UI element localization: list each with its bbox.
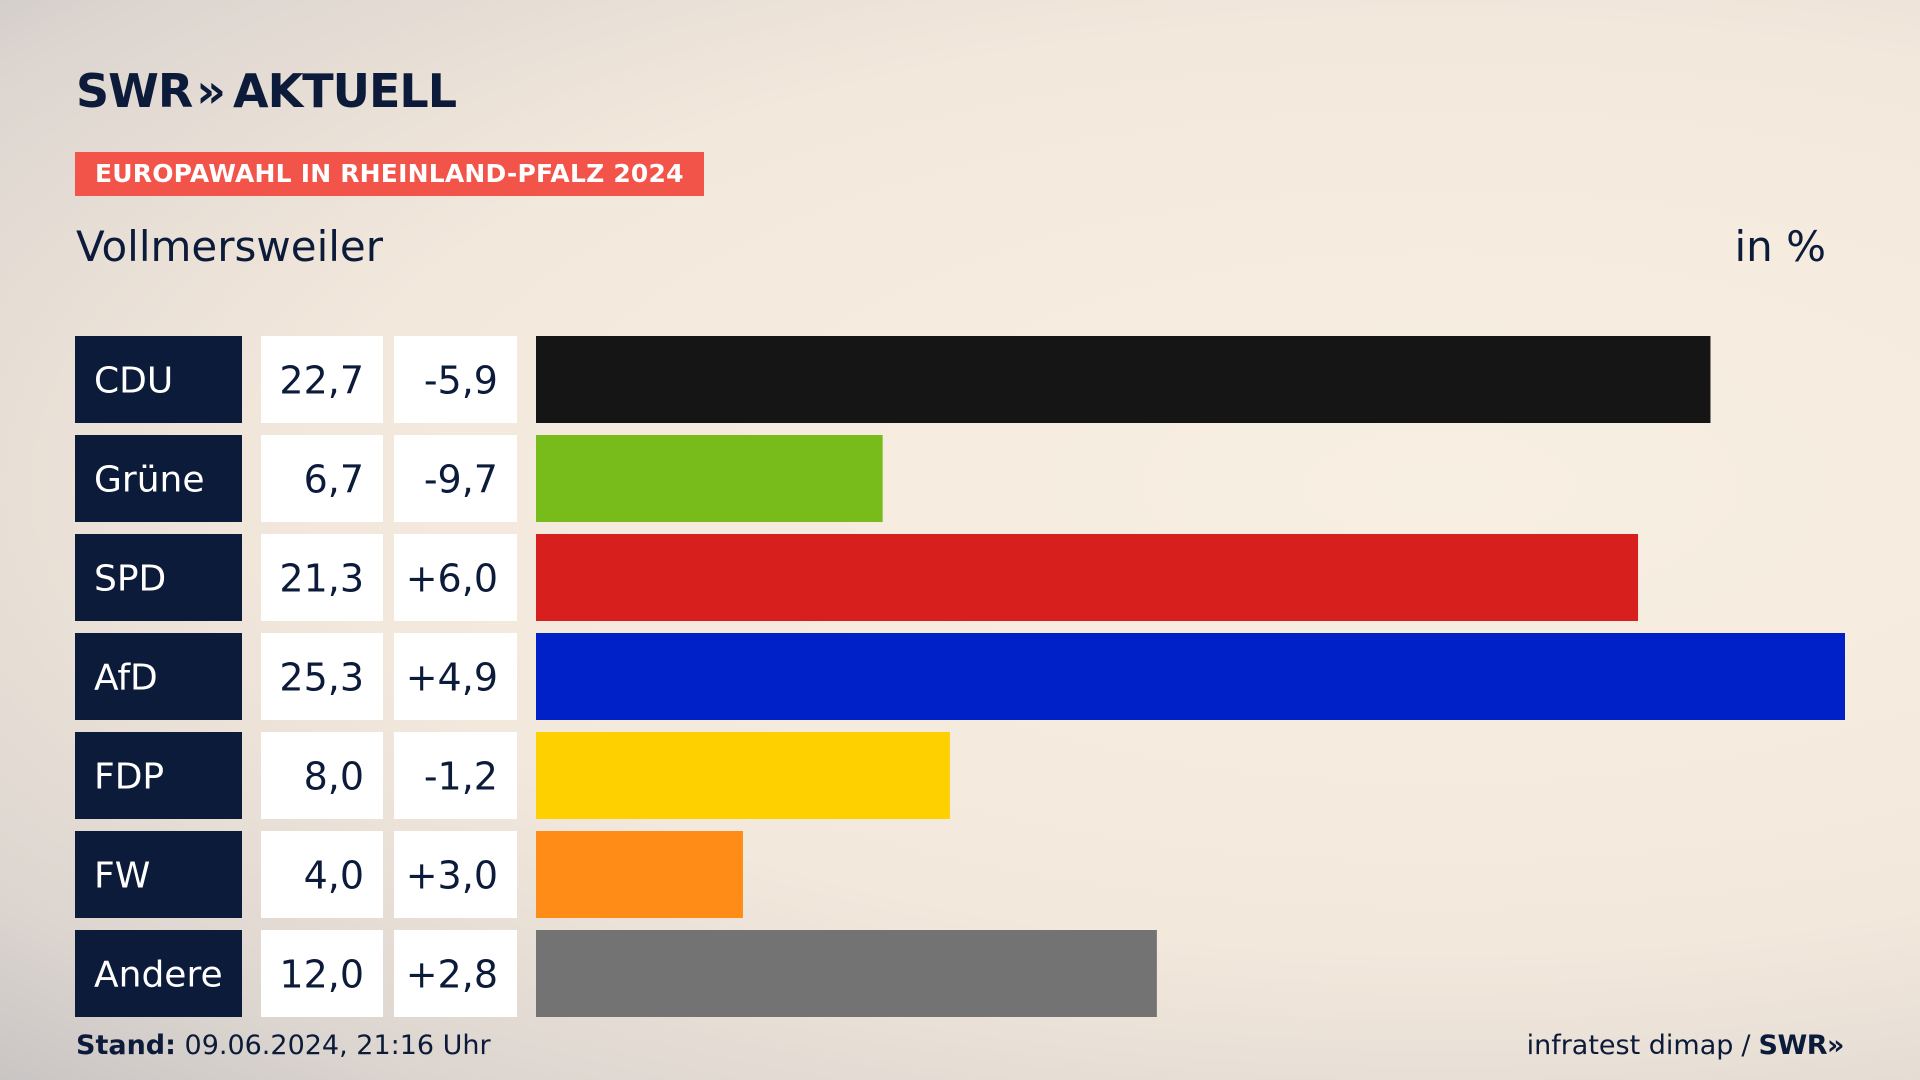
- vote-share-box: [261, 534, 383, 621]
- stand-value: 09.06.2024, 21:16 Uhr: [184, 1030, 491, 1061]
- bar-gruene: [536, 435, 883, 522]
- change-label: -1,2: [424, 755, 498, 799]
- party-row-andere: Andere 12,0 +2,8: [75, 930, 1157, 1017]
- party-row-fdp: FDP 8,0 -1,2: [75, 732, 950, 819]
- change-label: +4,9: [406, 656, 498, 700]
- vote-share-label: 21,3: [279, 557, 364, 601]
- source-label: infratest dimap: [1526, 1030, 1734, 1061]
- bar-afd: [536, 633, 1845, 720]
- change-box: [394, 633, 517, 720]
- source-footer: infratest dimap / SWR»: [1526, 1030, 1845, 1061]
- party-row-cdu: CDU 22,7 -5,9: [75, 336, 1711, 423]
- change-box: [394, 336, 517, 423]
- vote-share-box: [261, 831, 383, 918]
- change-label: +2,8: [406, 953, 498, 997]
- change-box: [394, 930, 517, 1017]
- party-row-gruene: Grüne 6,7 -9,7: [75, 435, 883, 522]
- stand-footer: Stand: 09.06.2024, 21:16 Uhr: [76, 1030, 491, 1061]
- change-box: [394, 435, 517, 522]
- swr-small-text: SWR: [1758, 1030, 1828, 1061]
- bar-fw: [536, 831, 743, 918]
- party-name-label: FW: [94, 856, 150, 897]
- bar-cdu: [536, 336, 1711, 423]
- change-label: +3,0: [406, 854, 498, 898]
- vote-share-box: [261, 732, 383, 819]
- vote-share-box: [261, 930, 383, 1017]
- party-name-box: [75, 831, 242, 918]
- party-name-box: [75, 930, 242, 1017]
- vote-share-label: 4,0: [304, 854, 364, 898]
- change-box: [394, 831, 517, 918]
- swr-small-logo: SWR»: [1758, 1030, 1845, 1061]
- vote-share-box: [261, 435, 383, 522]
- vote-share-label: 12,0: [279, 953, 364, 997]
- source-separator: /: [1741, 1030, 1751, 1061]
- vote-share-label: 6,7: [304, 458, 364, 502]
- party-row-fw: FW 4,0 +3,0: [75, 831, 743, 918]
- stand-label: Stand:: [76, 1030, 176, 1061]
- party-name-box: [75, 336, 242, 423]
- change-label: +6,0: [406, 557, 498, 601]
- change-box: [394, 534, 517, 621]
- party-name-box: [75, 732, 242, 819]
- election-tag: EUROPAWAHL IN RHEINLAND-PFALZ 2024: [75, 152, 704, 196]
- vote-share-box: [261, 336, 383, 423]
- bar-andere: [536, 930, 1157, 1017]
- party-name-label: AfD: [94, 658, 158, 699]
- party-name-box: [75, 534, 242, 621]
- brand-aktuell: AKTUELL: [233, 64, 457, 118]
- change-label: -5,9: [424, 359, 498, 403]
- party-name-label: FDP: [94, 757, 164, 798]
- swr-aktuell-logo: SWR » AKTUELL: [76, 64, 457, 118]
- party-name-label: Andere: [94, 955, 223, 996]
- party-row-spd: SPD 21,3 +6,0: [75, 534, 1639, 621]
- party-name-box: [75, 633, 242, 720]
- party-name-label: CDU: [94, 361, 173, 402]
- party-name-label: SPD: [94, 559, 166, 600]
- brand-swr: SWR: [76, 64, 193, 118]
- brand-chevron-icon: »: [196, 64, 226, 118]
- change-box: [394, 732, 517, 819]
- unit-label: in %: [1734, 222, 1826, 271]
- change-label: -9,7: [424, 458, 498, 502]
- party-name-box: [75, 435, 242, 522]
- vote-share-label: 25,3: [279, 656, 364, 700]
- vote-share-box: [261, 633, 383, 720]
- party-row-afd: AfD 25,3 +4,9: [75, 633, 1845, 720]
- bar-fdp: [536, 732, 950, 819]
- party-name-label: Grüne: [94, 460, 204, 501]
- vote-share-label: 22,7: [279, 359, 364, 403]
- place-title: Vollmersweiler: [76, 222, 384, 271]
- swr-small-chevron-icon: »: [1827, 1030, 1844, 1061]
- vote-share-label: 8,0: [304, 755, 364, 799]
- bar-spd: [536, 534, 1639, 621]
